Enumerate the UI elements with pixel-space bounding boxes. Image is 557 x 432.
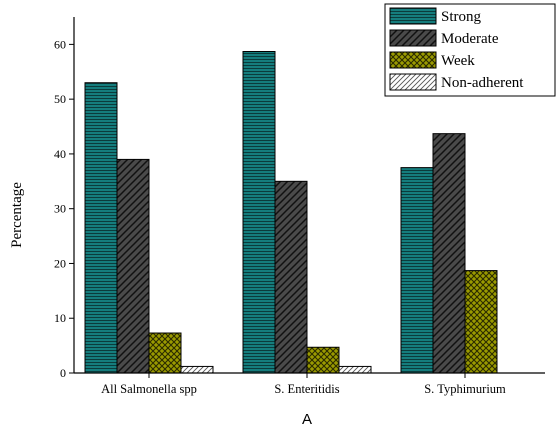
bar-moderate: [274, 180, 308, 374]
y-tick-label: 30: [54, 202, 66, 216]
x-tick-label: S. Enteritidis: [274, 382, 339, 396]
y-axis-title: Percentage: [9, 182, 25, 248]
y-tick-label: 50: [54, 92, 66, 106]
y-ticks-group: 0 10 20 30 40 50 60: [54, 37, 74, 380]
bar-moderate: [116, 158, 150, 374]
bar-week: [148, 332, 182, 374]
legend-label: Week: [441, 53, 475, 69]
y-tick-label: 20: [54, 256, 66, 270]
x-tick-label: S. Typhimurium: [424, 382, 506, 396]
bar-strong: [400, 167, 434, 374]
legend-swatch: [389, 29, 437, 47]
bar-week: [306, 346, 340, 374]
y-tick-label: 60: [54, 37, 66, 51]
bar-strong: [84, 82, 118, 374]
bar-non-adherent: [338, 365, 372, 374]
legend: Strong Moderate Week Non-adherent: [384, 3, 556, 97]
legend-swatch: [389, 51, 437, 69]
bar-strong: [242, 51, 276, 374]
bar-moderate: [432, 133, 466, 374]
y-tick-label: 0: [60, 366, 66, 380]
legend-label: Non-adherent: [441, 75, 524, 91]
legend-label: Strong: [441, 9, 482, 25]
bars-group: [84, 51, 498, 374]
y-tick-label: 10: [54, 311, 66, 325]
x-tick-label: All Salmonella spp: [101, 382, 197, 396]
y-tick-label: 40: [54, 147, 66, 161]
legend-swatch: [389, 73, 437, 91]
panel-label: A: [302, 411, 312, 428]
bar-week: [464, 270, 498, 374]
legend-label: Moderate: [441, 31, 499, 47]
legend-swatch: [389, 7, 437, 25]
x-ticks-group: All Salmonella spp S. Enteritidis S. Typhi…: [101, 373, 506, 396]
bar-non-adherent: [180, 365, 214, 374]
